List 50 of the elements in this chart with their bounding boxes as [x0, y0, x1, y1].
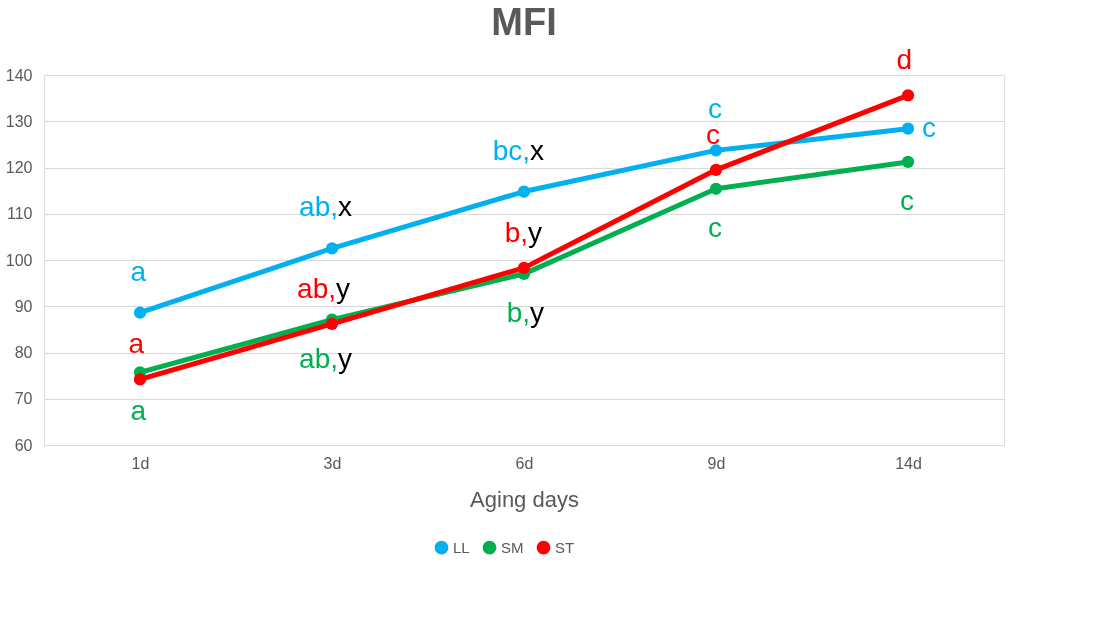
- data-label: a: [130, 255, 147, 287]
- point: [901, 122, 915, 135]
- annotation: x: [338, 191, 352, 223]
- y-tick-label: 100: [5, 251, 33, 269]
- annotation: y: [530, 296, 544, 328]
- annotation: y: [336, 272, 350, 304]
- point: [133, 373, 147, 386]
- y-tick-label: 70: [14, 390, 33, 408]
- x-tick-label: 14d: [895, 454, 922, 472]
- point: [709, 144, 723, 157]
- annotation: y: [528, 216, 542, 248]
- legend-label: ST: [555, 538, 575, 556]
- y-tick-label: 90: [14, 297, 33, 315]
- x-axis-title: Aging days: [470, 486, 579, 512]
- data-label: b,: [504, 216, 528, 248]
- y-tick-label: 60: [14, 436, 33, 454]
- point: [325, 317, 339, 330]
- data-label: c: [922, 111, 936, 143]
- data-label: bc,: [492, 134, 530, 166]
- annotation: y: [338, 342, 352, 374]
- data-label: d: [896, 44, 912, 76]
- data-label: a: [128, 328, 145, 360]
- legend-label: LL: [453, 538, 470, 556]
- data-label: ab,: [297, 272, 336, 304]
- point: [517, 261, 531, 274]
- y-tick-label: 80: [14, 344, 33, 361]
- x-tick-label: 3d: [323, 454, 342, 472]
- data-label: ab,: [299, 191, 338, 223]
- x-tick-label: 9d: [707, 454, 726, 472]
- point: [901, 89, 915, 102]
- data-label: a: [130, 395, 147, 427]
- legend-label: SM: [501, 538, 524, 556]
- point: [517, 185, 531, 198]
- point: [901, 155, 915, 169]
- x-tick-label: 6d: [515, 454, 534, 472]
- data-label: c: [900, 184, 914, 216]
- point: [709, 163, 723, 176]
- y-tick-label: 120: [5, 159, 33, 176]
- y-tick-label: 110: [6, 205, 33, 223]
- point: [325, 242, 339, 255]
- data-label: ab,: [299, 342, 338, 374]
- y-tick-label: 140: [5, 66, 33, 84]
- point: [709, 182, 723, 195]
- annotation: x: [530, 134, 544, 166]
- data-label: b,: [506, 296, 530, 328]
- x-tick-label: 1d: [131, 454, 150, 472]
- point: [133, 306, 147, 319]
- chart-title: MFI: [491, 1, 557, 44]
- y-tick-label: 130: [5, 112, 33, 130]
- data-label: c: [708, 211, 722, 243]
